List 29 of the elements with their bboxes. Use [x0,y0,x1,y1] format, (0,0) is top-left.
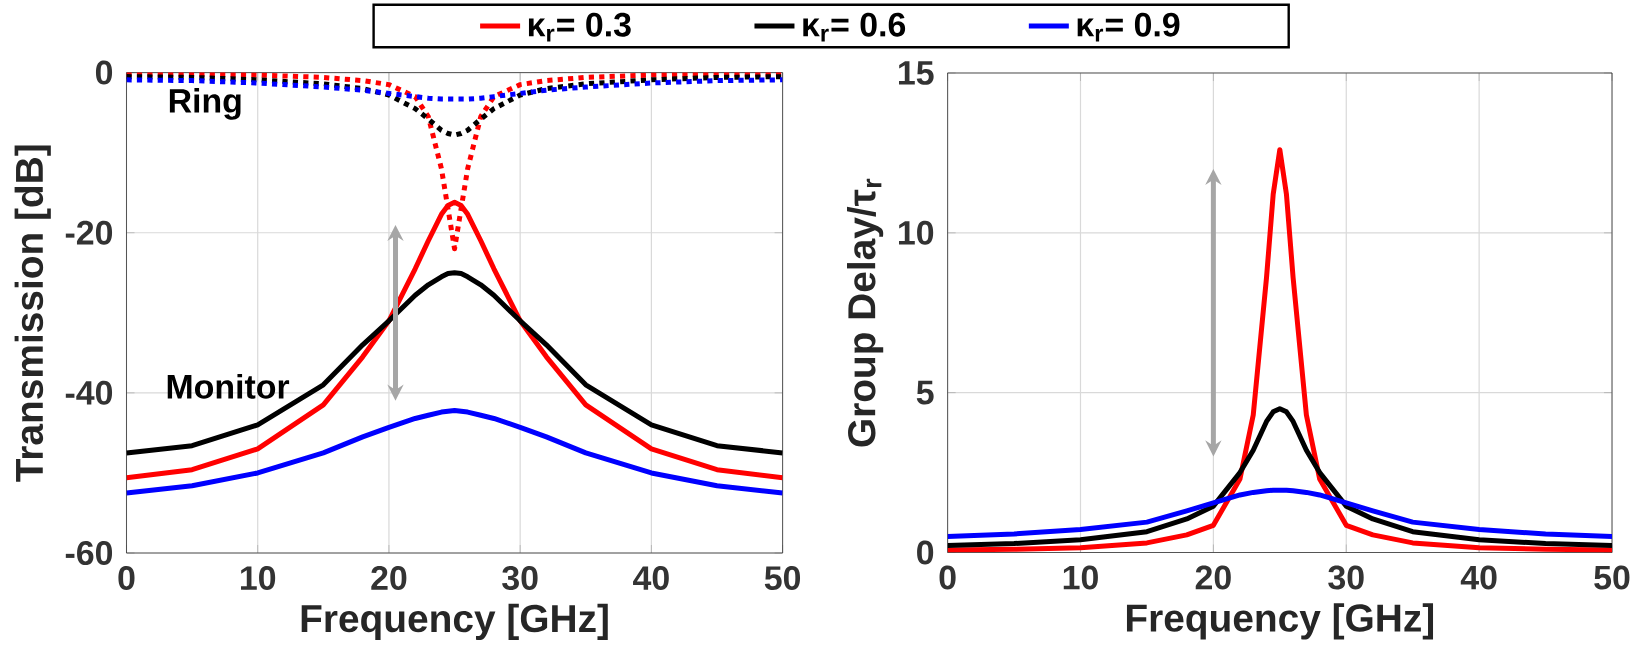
y-tick-label: 0 [917,540,934,565]
annotation: Monitor [167,373,290,399]
y-tick-label: 10 [899,220,934,245]
x-tick-label: 0 [118,566,135,591]
x-tick-label: 20 [371,566,407,591]
y-tick-label: 0 [95,60,113,85]
x-tick-label: 0 [939,565,956,590]
x-tick-label: 30 [1328,565,1364,590]
x-tick-label: 10 [1063,565,1098,590]
x-axis-title: Frequency [GHz] [1126,603,1434,640]
y-axis-title: Group Delay/τ$_{r}$ [846,178,884,447]
y-tick-label: 5 [916,380,934,405]
legend-label: κ$_{r}$= 0.3 [528,12,631,42]
y-tick-label: -40 [65,380,113,405]
y-tick-label: -60 [65,541,113,565]
x-tick-label: 40 [633,566,669,591]
x-tick-label: 50 [764,566,801,591]
x-tick-label: 30 [502,566,538,591]
y-tick-label: 15 [899,61,934,85]
x-tick-label: 50 [1594,565,1630,590]
x-axis-title: Frequency [GHz] [301,603,608,640]
y-tick-label: -20 [65,220,113,245]
x-tick-label: 40 [1460,565,1497,590]
legend-label: κ$_{r}$= 0.6 [803,12,906,42]
x-tick-label: 20 [1195,565,1231,590]
legend-label: κ$_{r}$= 0.9 [1077,12,1180,42]
x-tick-label: 10 [241,566,276,591]
y-axis-title: Transmission [dB] [14,145,51,482]
annotation: Ring [169,87,241,120]
